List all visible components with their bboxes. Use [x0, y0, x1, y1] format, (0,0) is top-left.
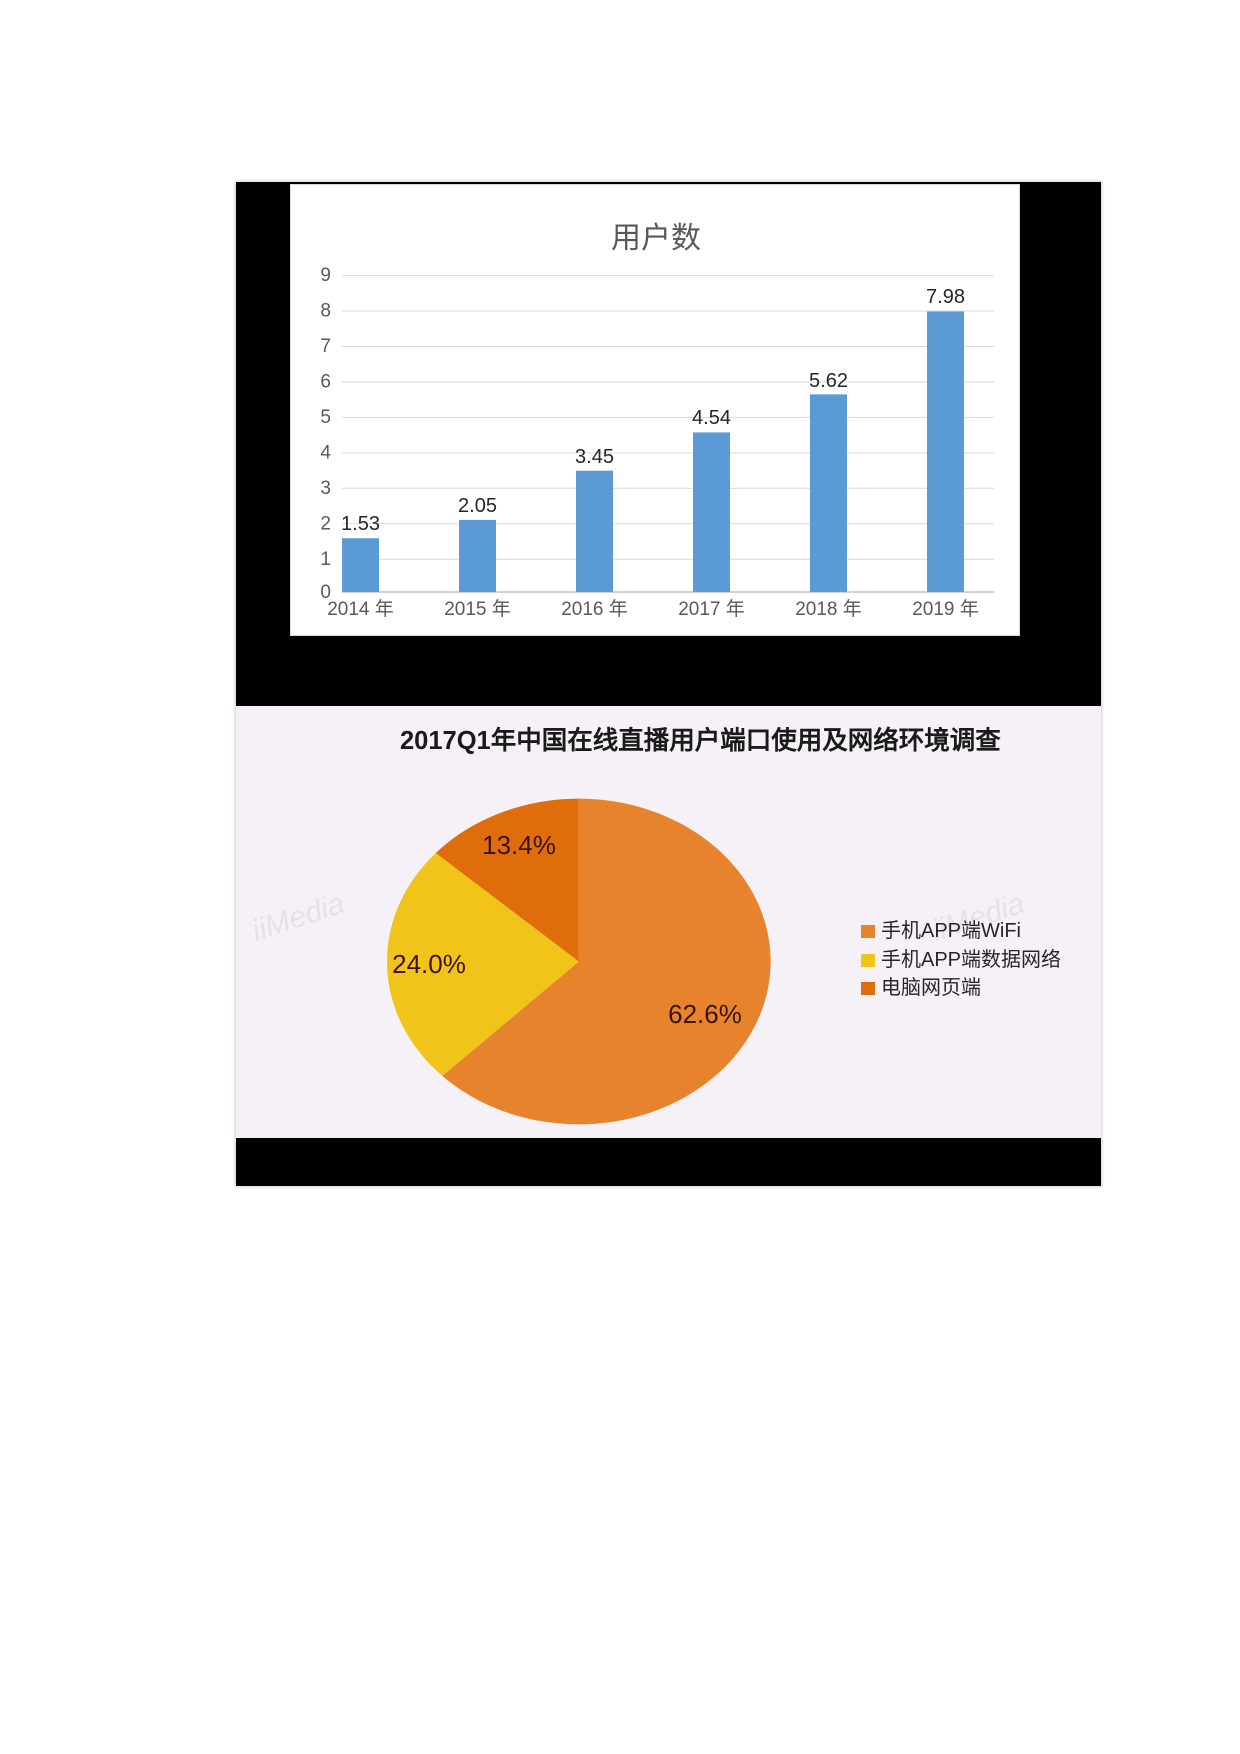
svg-text:6: 6: [320, 372, 331, 393]
svg-text:13.4%: 13.4%: [482, 830, 556, 860]
svg-text:2014 年: 2014 年: [327, 598, 394, 620]
svg-text:9: 9: [320, 265, 331, 286]
svg-text:1: 1: [320, 549, 331, 570]
svg-text:2015 年: 2015 年: [444, 598, 511, 620]
svg-text:3.45: 3.45: [575, 446, 614, 468]
svg-text:电脑网页端: 电脑网页端: [881, 976, 981, 999]
svg-text:4.54: 4.54: [692, 407, 731, 429]
svg-text:2019 年: 2019 年: [912, 598, 979, 620]
svg-text:2.05: 2.05: [458, 495, 497, 517]
svg-text:8: 8: [320, 301, 331, 322]
svg-text:1.53: 1.53: [341, 513, 380, 535]
svg-text:24.0%: 24.0%: [392, 949, 466, 979]
svg-text:7: 7: [320, 336, 331, 357]
svg-text:5: 5: [320, 407, 331, 428]
svg-text:手机APP端数据网络: 手机APP端数据网络: [881, 948, 1061, 971]
svg-text:2: 2: [320, 514, 331, 535]
svg-text:4: 4: [320, 443, 331, 464]
svg-text:7.98: 7.98: [926, 286, 965, 308]
svg-text:手机APP端WiFi: 手机APP端WiFi: [881, 919, 1021, 942]
svg-text:2016 年: 2016 年: [561, 598, 628, 620]
svg-text:2018 年: 2018 年: [795, 598, 862, 620]
svg-text:3: 3: [320, 478, 331, 499]
svg-text:2017 年: 2017 年: [678, 598, 745, 620]
svg-text:2017Q1年中国在线直播用户端口使用及网络环境调查: 2017Q1年中国在线直播用户端口使用及网络环境调查: [400, 726, 1001, 755]
svg-text:5.62: 5.62: [809, 370, 848, 392]
svg-text:62.6%: 62.6%: [668, 999, 742, 1029]
